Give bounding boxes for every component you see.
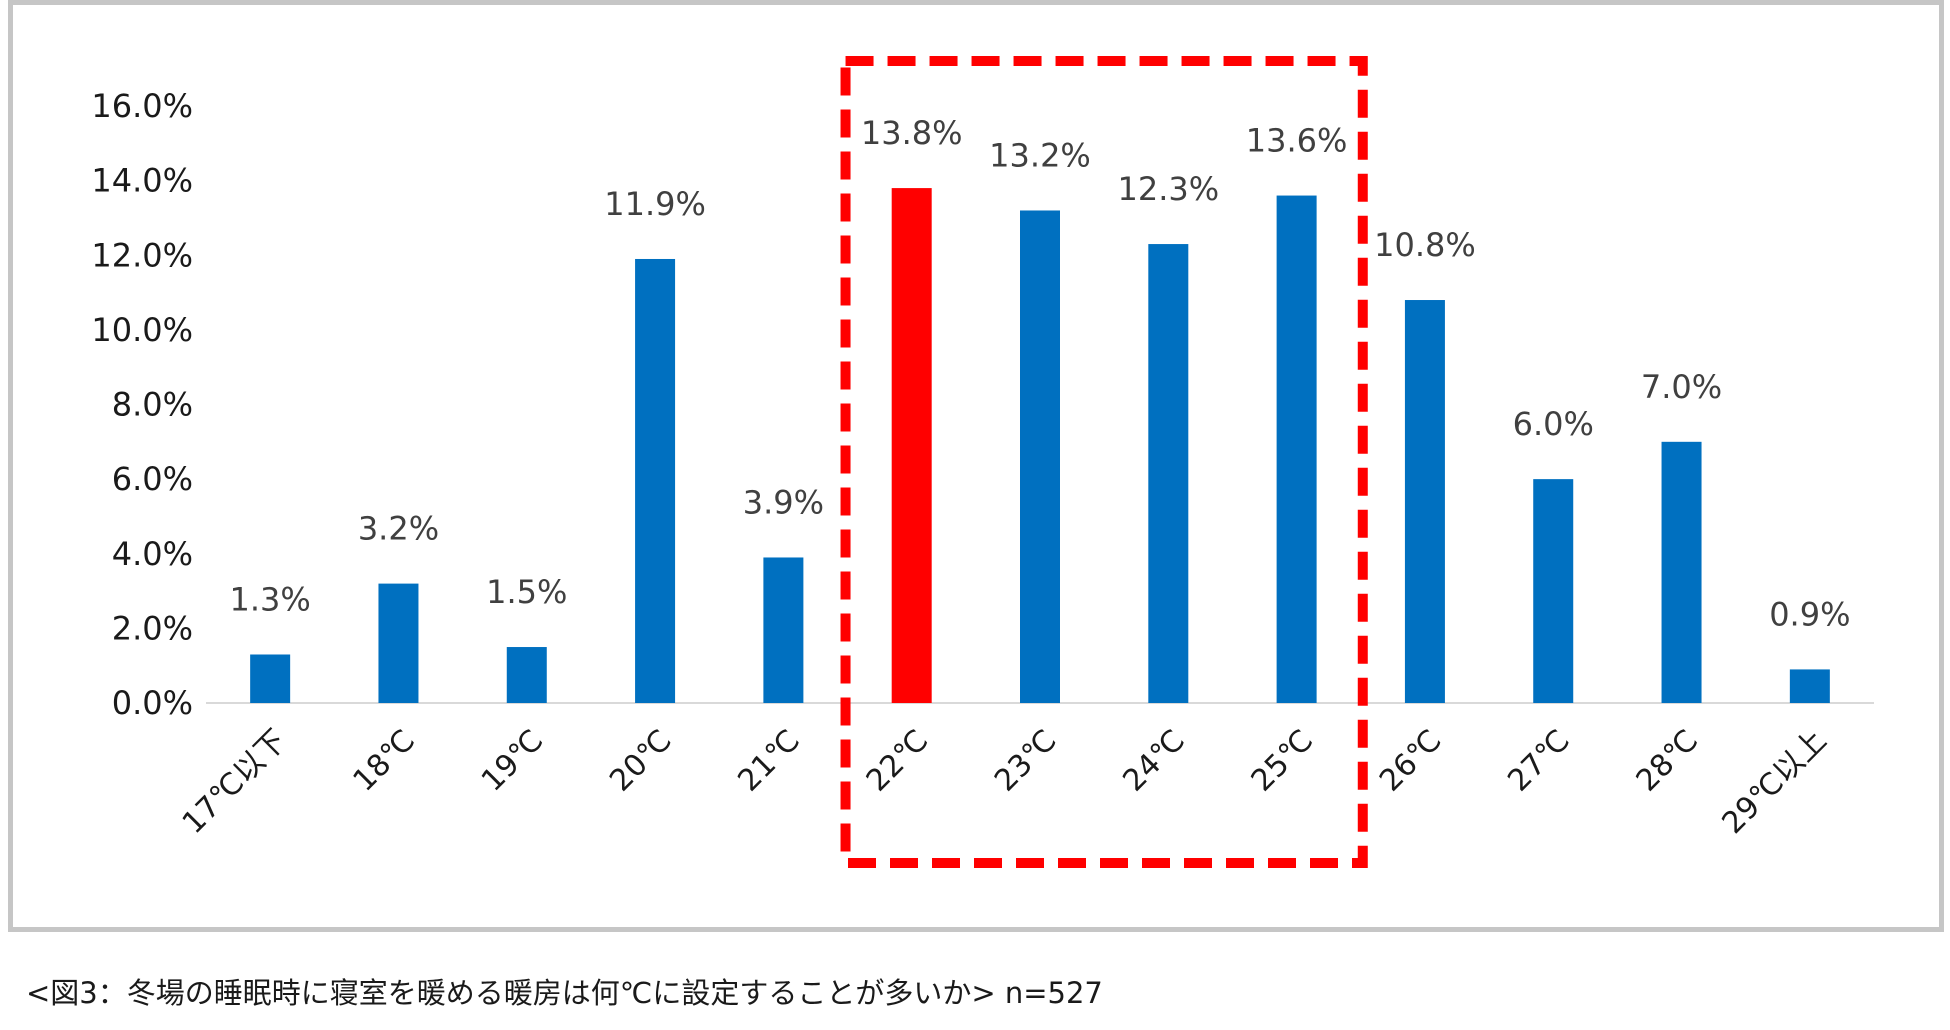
bar (1276, 195, 1317, 704)
y-tick-label: 16.0% (91, 87, 193, 125)
bar (250, 654, 291, 703)
bar (635, 258, 676, 703)
x-category-label: 20℃ (603, 723, 679, 799)
x-category-label: 24℃ (1116, 723, 1192, 799)
y-tick-label: 12.0% (91, 236, 193, 274)
x-category-label: 28℃ (1630, 723, 1706, 799)
y-tick-label: 14.0% (91, 162, 193, 200)
bar (1533, 479, 1574, 703)
data-label: 1.3% (230, 580, 311, 618)
x-category-label: 17℃以下 (176, 723, 294, 841)
bar (763, 557, 804, 703)
bar (1020, 210, 1060, 703)
data-label: 10.8% (1374, 226, 1476, 264)
bar-chart: 0.0% 2.0% 4.0% 6.0% 8.0% 10.0% 12.0% 14.0% 16.0%… (91, 56, 1874, 868)
x-category-label: 25℃ (1245, 723, 1321, 799)
data-label: 13.8% (861, 114, 963, 152)
data-label: 0.9% (1769, 595, 1850, 633)
data-label: 3.9% (743, 483, 824, 521)
data-label: 6.0% (1513, 405, 1594, 443)
data-label: 13.2% (989, 136, 1091, 174)
x-category-label: 29℃以上 (1716, 723, 1834, 841)
x-category-label: 19℃ (475, 723, 551, 799)
data-label: 13.6% (1246, 122, 1348, 160)
data-label: 3.2% (358, 510, 439, 548)
bar (506, 647, 547, 703)
data-label: 1.5% (486, 573, 567, 611)
x-category-label: 21℃ (731, 723, 807, 799)
data-label: 12.3% (1117, 170, 1219, 208)
figure-caption: <図3：冬場の睡眠時に寝室を暖める暖房は何℃に設定することが多いか> n=527 (26, 976, 1103, 1010)
y-tick-label: 8.0% (112, 386, 193, 424)
bar (1148, 244, 1189, 703)
x-category-label: 18℃ (347, 723, 423, 799)
highlight-box (840, 56, 1368, 868)
data-label: 7.0% (1641, 368, 1722, 406)
x-category-label: 23℃ (988, 723, 1064, 799)
x-category-label: 26℃ (1373, 723, 1449, 799)
data-label: 11.9% (604, 185, 706, 223)
x-category-label: 22℃ (860, 723, 936, 799)
y-tick-label: 6.0% (112, 460, 193, 498)
bar (891, 188, 932, 703)
y-tick-label: 10.0% (91, 311, 193, 349)
bar (1789, 669, 1830, 703)
y-tick-label: 2.0% (112, 609, 193, 647)
chart-frame (8, 0, 1944, 932)
bar (1661, 441, 1702, 703)
x-category-label: 27℃ (1501, 723, 1577, 799)
y-tick-label: 4.0% (112, 535, 193, 573)
bar (1404, 300, 1445, 703)
y-tick-label: 0.0% (112, 684, 193, 722)
bar (378, 583, 419, 703)
